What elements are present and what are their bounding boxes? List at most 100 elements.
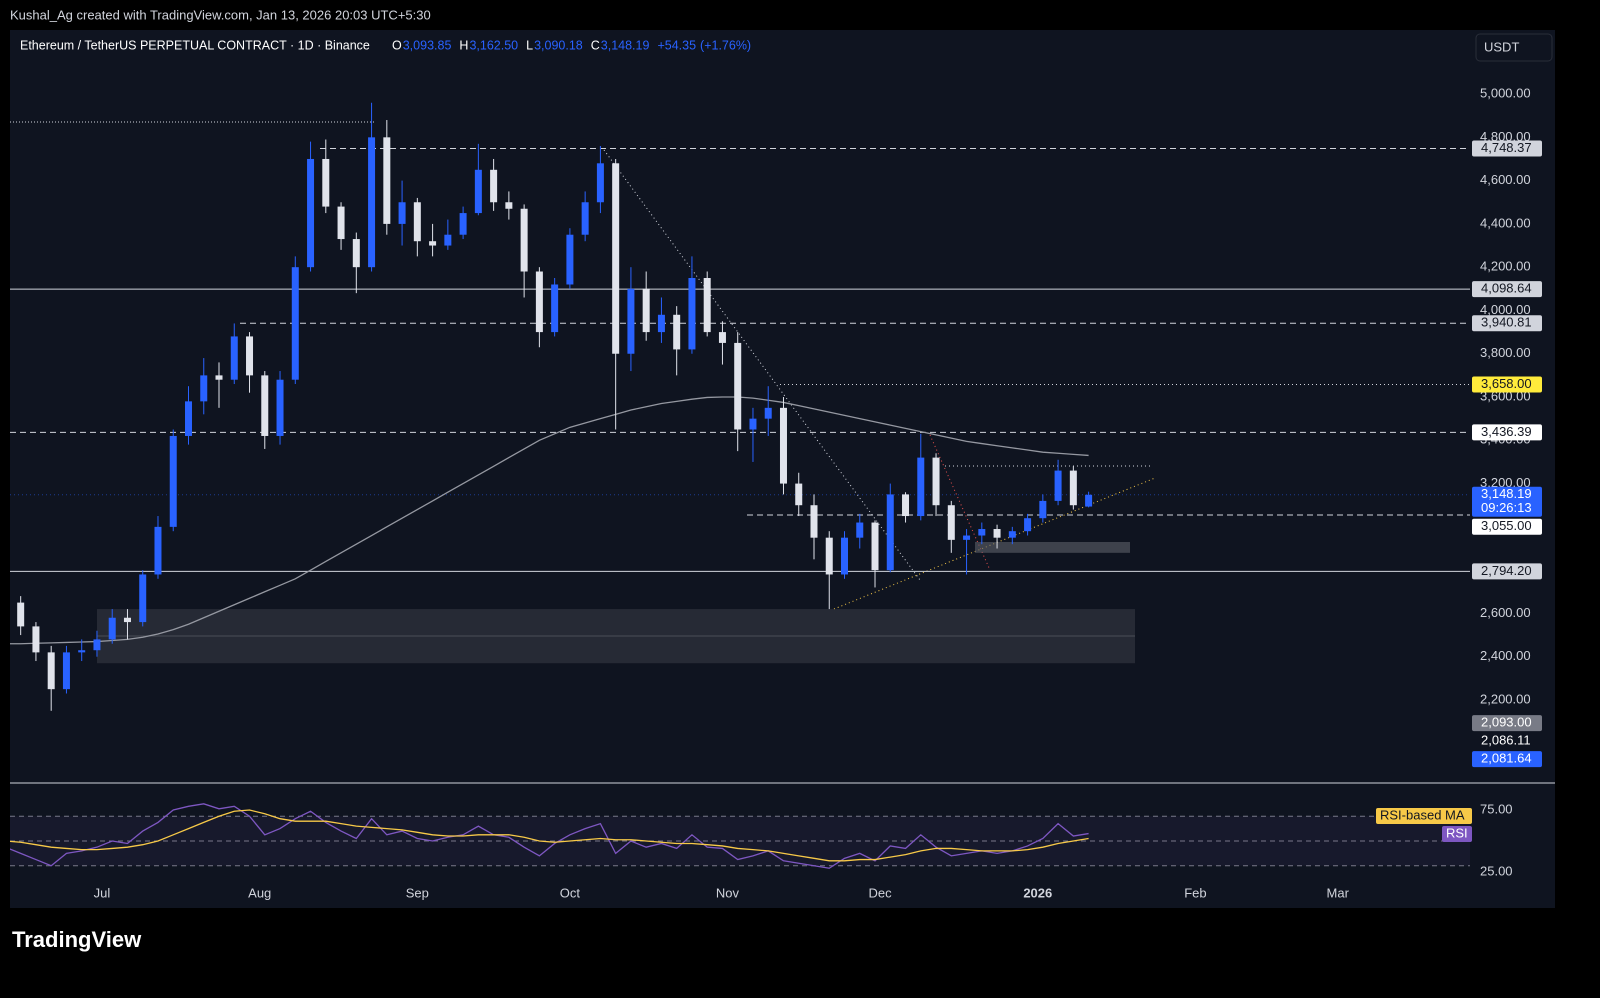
candle-body (78, 650, 86, 653)
currency-button[interactable] (1475, 33, 1553, 62)
y-tick-label: 4,200.00 (1480, 259, 1531, 274)
candle-body (17, 602, 25, 627)
price-tag (1472, 518, 1542, 535)
price-tag-label: 3,658.00 (1481, 376, 1532, 391)
candle-body (978, 529, 986, 536)
legend-tag (1376, 808, 1472, 824)
price-tag (1472, 424, 1542, 441)
candle-body (688, 277, 696, 350)
candle-body (886, 494, 894, 571)
ohlc-key: H (459, 38, 468, 52)
candle-body (596, 163, 604, 203)
price-tag (1472, 376, 1542, 393)
candle-body (627, 288, 635, 354)
price-tag (1472, 715, 1542, 732)
legend-entry: RSI-based MA (1380, 807, 1465, 822)
logo: TradingView (12, 927, 142, 952)
candle-body (368, 137, 376, 268)
price-tag (1472, 563, 1542, 580)
candle-body (703, 277, 711, 333)
change: +54.35 (657, 38, 696, 52)
rsi-tick-label: 25.00 (1480, 863, 1513, 878)
legend-entry: RSI (1446, 825, 1468, 840)
ohlc-value: 3,162.50 (469, 38, 518, 52)
candle-body (795, 483, 803, 506)
y-tick-label: 3,800.00 (1480, 345, 1531, 360)
price-tag-label: 3,940.81 (1481, 315, 1532, 330)
rsi-pane (10, 803, 1470, 869)
candle-body (856, 522, 864, 538)
ohlc-key: L (526, 38, 533, 52)
candle-body (612, 163, 620, 354)
candle-body (657, 314, 665, 333)
ohlc-key: C (591, 38, 600, 52)
candle-body (932, 457, 940, 506)
ohlc-key: O (392, 38, 402, 52)
candle-body (337, 206, 345, 240)
candle-body (383, 137, 391, 224)
x-tick-label: Mar (1327, 885, 1350, 900)
candle-body (93, 639, 101, 651)
y-tick-label: 2,600.00 (1480, 605, 1531, 620)
price-tag-label: 4,098.64 (1481, 281, 1532, 296)
candle-body (734, 342, 742, 430)
candle-body (1024, 518, 1032, 532)
currency[interactable]: USDT (1484, 39, 1519, 54)
price-tag (1472, 315, 1542, 332)
y-tick-label: 3,200.00 (1480, 475, 1531, 490)
x-tick-label: Jul (94, 885, 111, 900)
candle-body (642, 288, 650, 333)
price-tag (1472, 281, 1542, 298)
rsi-line (10, 803, 1089, 869)
candle-body (108, 617, 116, 640)
candle-body (413, 202, 421, 242)
candle-body (474, 169, 482, 214)
candle-body (566, 234, 574, 285)
candle-body (871, 522, 879, 571)
candle-body (154, 526, 162, 575)
candle-body (139, 574, 147, 623)
price-tag-label: 4,748.37 (1481, 140, 1532, 155)
zone (975, 542, 1130, 553)
price-tag (1472, 751, 1542, 768)
price-tag-label: 2,086.11 (1481, 733, 1531, 748)
credit: Kushal_Ag created with TradingView.com, … (10, 7, 431, 22)
symbol: Ethereum / TetherUS PERPETUAL CONTRACT ·… (20, 38, 370, 52)
price-pane (10, 102, 1470, 711)
candle-body (429, 241, 437, 246)
candle-body (184, 401, 192, 436)
y-tick-label: 4,600.00 (1480, 172, 1531, 187)
ohlc-value: 3,090.18 (534, 38, 583, 52)
price-tag-label: 3,055.00 (1481, 518, 1532, 533)
x-tick-label: Oct (560, 885, 581, 900)
x-tick-label: Dec (868, 885, 892, 900)
candle-body (32, 626, 40, 653)
ohlc-value: 3,093.85 (403, 38, 452, 52)
price-tag (1472, 486, 1542, 517)
countdown: 09:26:13 (1481, 500, 1532, 515)
candle-body (1085, 494, 1093, 507)
candle-body (307, 158, 315, 268)
candle-body (917, 457, 925, 517)
candle-body (673, 314, 681, 350)
price-tag-label: 3,436.39 (1481, 424, 1532, 439)
y-tick-label: 5,000.00 (1480, 85, 1531, 100)
candle-body (123, 617, 131, 623)
candle-body (200, 375, 208, 402)
candle-body (398, 202, 406, 224)
candle-body (444, 234, 452, 246)
y-tick-label: 2,200.00 (1480, 691, 1531, 706)
candle-body (276, 379, 284, 436)
trendline (929, 434, 991, 571)
y-tick-label: 2,400.00 (1480, 648, 1531, 663)
candle-body (169, 435, 177, 527)
trendline (833, 477, 1156, 610)
x-tick-label: Nov (716, 885, 740, 900)
candle-body (779, 407, 787, 484)
x-tick-label: Feb (1184, 885, 1206, 900)
candle-body (291, 267, 299, 380)
candle-body (902, 494, 910, 517)
zone (97, 609, 1135, 664)
trendline (603, 149, 921, 581)
